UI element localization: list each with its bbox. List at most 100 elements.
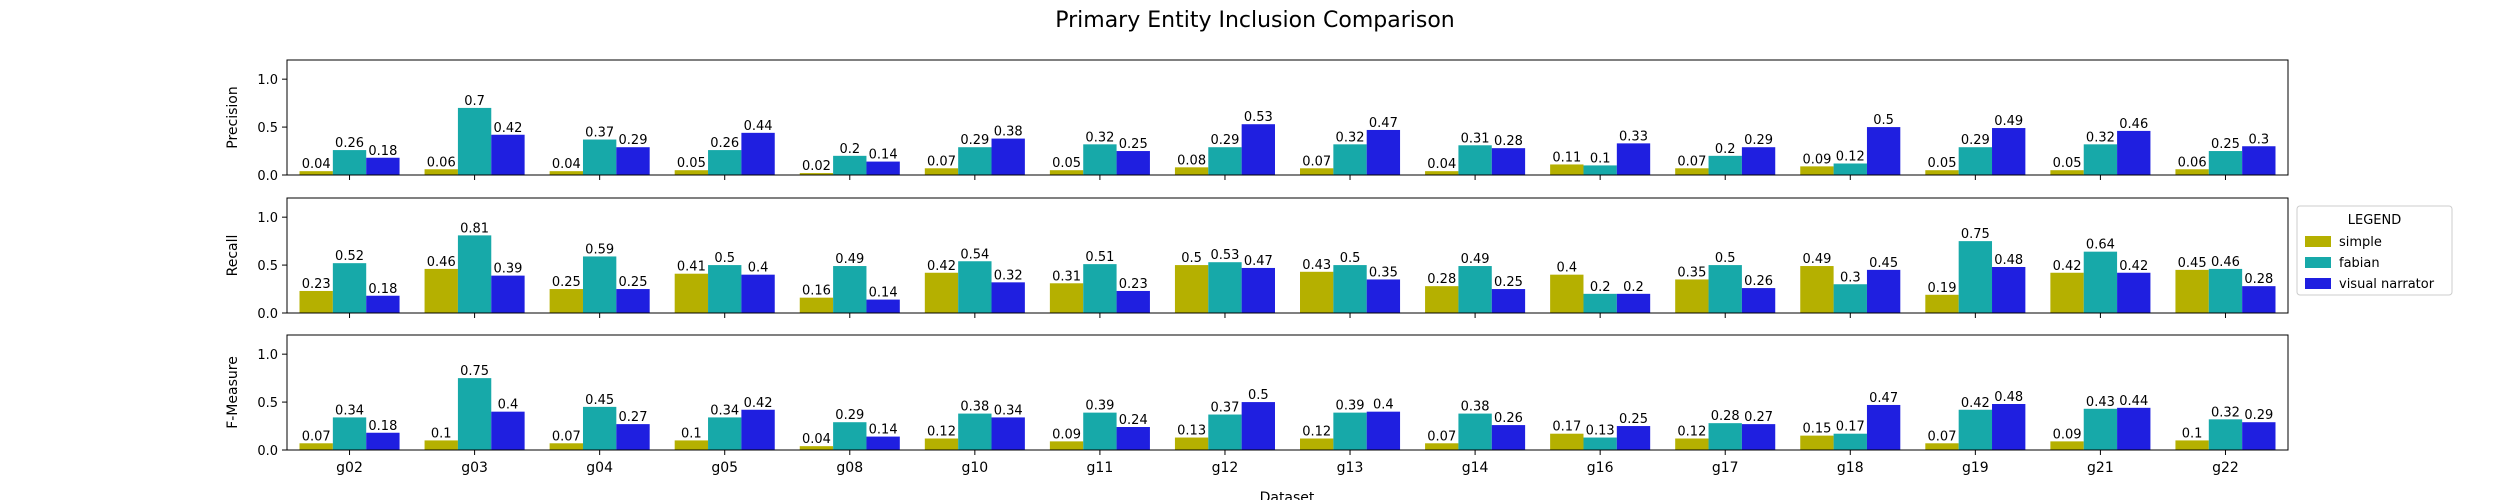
data-label: 0.39 [1336,399,1365,414]
data-label: 0.81 [460,221,489,236]
data-label: 0.25 [1494,275,1523,290]
data-label: 0.4 [748,261,769,276]
panel-3: F-Measure 0.0 0.5 1.0 0.07 0.1 0.07 0.1 0.04 0.12… [225,334,2289,476]
data-label: 0.26 [710,136,739,151]
data-label: 0.46 [427,255,456,270]
x-tick-label: g22 [2212,460,2239,476]
bar-visual-narrator-g11 [1116,290,1150,313]
data-label: 0.07 [1677,154,1706,169]
data-label: 0.41 [677,260,706,275]
bar-visual-narrator-g08 [866,299,900,313]
bar-simple-g10 [924,168,959,175]
data-label: 0.2 [1623,280,1644,295]
data-label: 0.05 [677,156,706,171]
data-label: 0.52 [335,249,364,264]
data-label: 0.25 [1119,137,1148,152]
bar-visual-narrator-g12 [1241,402,1275,450]
bar-simple-g18 [1800,266,1834,313]
bar-fabian-g13 [1333,265,1367,313]
bar-simple-g19 [1925,443,1959,450]
data-label: 0.17 [1836,420,1865,435]
legend: LEGEND simple fabian visual narrator [2296,205,2453,296]
x-tick-label: g02 [336,460,363,476]
bar-simple-g18 [1800,166,1834,175]
data-label: 0.59 [585,242,614,257]
data-label: 0.49 [835,252,864,267]
bar-visual-narrator-g17 [1741,147,1776,175]
bar-simple-g22 [2175,440,2209,450]
bar-visual-narrator-g19 [1992,128,2026,175]
bar-visual-narrator-g21 [2117,407,2151,450]
bar-fabian-g13 [1333,144,1367,175]
bar-visual-narrator-g05 [741,132,775,175]
bar-visual-narrator-g11 [1116,427,1150,450]
data-label: 0.34 [335,403,364,418]
bar-fabian-g11 [1083,144,1117,175]
bar-simple-g11 [1049,170,1084,175]
data-label: 0.47 [1369,116,1398,131]
data-label: 0.25 [552,275,581,290]
bar-fabian-g02 [332,263,367,313]
bar-visual-narrator-g13 [1366,411,1401,450]
bar-simple-g14 [1425,171,1459,175]
data-label: 0.3 [2248,132,2269,147]
data-label: 0.48 [1994,253,2023,268]
data-label: 0.29 [619,133,648,148]
data-label: 0.28 [1494,134,1523,149]
bar-simple-g10 [924,438,959,450]
bar-visual-narrator-g19 [1992,267,2026,313]
data-label: 0.44 [744,119,773,134]
data-label: 0.09 [1052,427,1081,442]
bar-visual-narrator-g08 [866,436,900,450]
data-label: 0.35 [1677,265,1706,280]
x-tick-label: g05 [711,460,738,476]
bar-visual-narrator-g10 [991,282,1025,313]
bar-visual-narrator-g03 [491,275,525,313]
bar-simple-g03 [424,268,458,313]
data-label: 0.37 [585,126,614,141]
data-label: 0.29 [1744,133,1773,148]
data-label: 0.2 [1590,280,1611,295]
data-label: 0.3 [1840,270,1861,285]
bar-fabian-g12 [1208,147,1242,175]
data-label: 0.13 [1586,424,1615,439]
data-label: 0.29 [835,408,864,423]
bar-simple-g11 [1049,441,1084,450]
bar-simple-g17 [1675,279,1709,313]
legend-swatch-simple [2305,236,2331,247]
bar-simple-g11 [1049,283,1084,313]
data-label: 0.04 [802,432,831,447]
data-label: 0.07 [1928,429,1957,444]
bar-visual-narrator-g16 [1616,143,1651,175]
data-label: 0.18 [368,144,397,159]
bar-fabian-g05 [708,150,742,175]
data-label: 0.45 [585,393,614,408]
bar-fabian-g16 [1583,437,1617,450]
bar-simple-g08 [799,173,834,175]
bar-fabian-g08 [833,422,867,450]
bar-fabian-g05 [708,265,742,313]
data-label: 0.42 [2053,259,2082,274]
bar-visual-narrator-g02 [366,295,400,313]
data-label: 0.25 [2211,137,2240,152]
data-label: 0.39 [493,262,522,277]
data-label: 0.54 [960,247,989,262]
bar-simple-g18 [1800,435,1834,450]
bar-fabian-g10 [958,261,992,313]
bar-visual-narrator-g04 [616,289,650,313]
legend-title: LEGEND [2348,213,2401,228]
bar-visual-narrator-g14 [1491,425,1526,450]
data-label: 0.04 [1427,157,1456,172]
bar-fabian-g16 [1583,293,1617,313]
data-label: 0.5 [1248,388,1269,403]
bar-simple-g21 [2050,272,2084,313]
bar-simple-g04 [549,443,583,450]
data-label: 0.38 [1461,400,1490,415]
data-label: 0.5 [714,251,735,266]
data-label: 0.12 [1302,425,1331,440]
data-label: 0.28 [2244,272,2273,287]
bar-visual-narrator-g19 [1992,404,2026,450]
bar-fabian-g19 [1958,409,1993,450]
